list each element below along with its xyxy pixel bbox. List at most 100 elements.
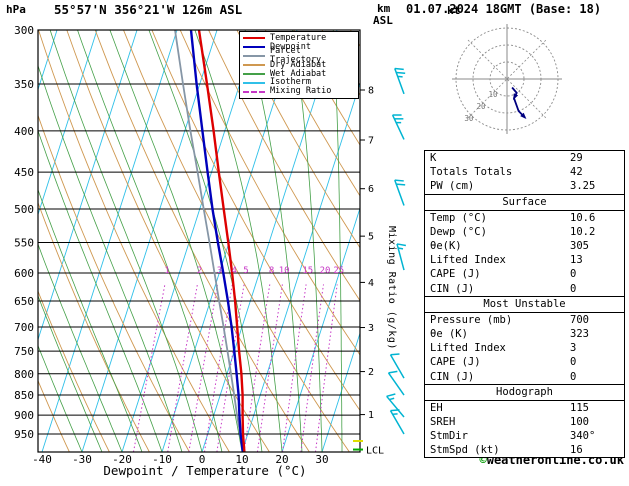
asl-axis-unit-label: ASL xyxy=(373,14,393,27)
legend-item: Wet Adiabat xyxy=(243,68,355,79)
legend-swatch-parcel-trajectory xyxy=(243,55,265,58)
wind-barb-staff xyxy=(389,354,405,379)
isotherm-line xyxy=(281,206,360,452)
pressure-unit-label: hPa xyxy=(6,3,26,16)
temp-tick-label: -10 xyxy=(152,453,172,466)
isotherm-line xyxy=(41,30,178,452)
stat-row: PW (cm) 3.25 xyxy=(425,179,624,193)
mixing-ratio-value-label: 15 xyxy=(302,266,313,276)
stat-label: StmSpd (kt) xyxy=(430,444,500,457)
mixing-ratio-value-label: 3 xyxy=(217,266,222,276)
temp-tick-label: 0 xyxy=(199,453,206,466)
legend: Temperature Dewpoint Parcel Trajectory Dry … xyxy=(239,31,359,100)
wind-barb xyxy=(389,409,405,435)
wind-barb-feather xyxy=(390,409,400,412)
wind-barb-feather xyxy=(386,393,396,398)
km-tick-label: 1 xyxy=(368,410,374,421)
mixing-ratio-value-label: 8 xyxy=(269,266,274,276)
wind-barb-half-feather xyxy=(389,397,395,401)
wind-barb xyxy=(394,67,406,95)
stat-row: CIN (J) 0 xyxy=(425,369,624,383)
legend-label: Wet Adiabat xyxy=(270,68,327,79)
stat-value: 100 xyxy=(570,415,589,428)
axis-labels: 3003504004505005506006507007508008509009… xyxy=(14,24,384,466)
legend-label: Temperature xyxy=(270,33,327,43)
hodograph-unit-label: kt xyxy=(447,4,461,17)
stat-value: 10.6 xyxy=(570,211,596,224)
stat-row: Temp (°C) 10.6 xyxy=(425,211,624,225)
stat-row: StmSpd (kt) 16 xyxy=(425,443,624,457)
legend-swatch-temperature xyxy=(243,37,265,40)
km-tick-label: 6 xyxy=(368,184,374,195)
wind-barb-half-feather xyxy=(397,247,404,250)
isotherm-line xyxy=(321,331,360,452)
stat-label: Lifted Index xyxy=(430,254,506,267)
stat-label: θe(K) xyxy=(430,240,462,253)
legend-label: Parcel Trajectory xyxy=(270,46,322,66)
hodograph-ring-label: 10 xyxy=(488,90,498,99)
legend-swatch-dry-adiabat xyxy=(243,64,265,67)
stat-row: CAPE (J) 0 xyxy=(425,267,624,281)
stat-value: 115 xyxy=(570,401,589,414)
km-tick-label: 8 xyxy=(368,85,374,96)
temp-tick-label: 30 xyxy=(315,453,328,466)
temp-tick-label: -30 xyxy=(72,453,92,466)
dry-adiabat-line xyxy=(38,379,70,452)
pressure-tick-label: 600 xyxy=(14,267,34,280)
stat-row: Totals Totals 42 xyxy=(425,165,624,179)
pressure-tick-label: 850 xyxy=(14,389,34,402)
stat-row: CAPE (J) 0 xyxy=(425,355,624,369)
copyright-symbol: © xyxy=(479,453,487,467)
stat-label: Pressure (mb) xyxy=(430,313,513,326)
hodograph-trace xyxy=(511,86,526,119)
stat-row: Lifted Index 13 xyxy=(425,253,624,267)
isotherms xyxy=(38,30,360,452)
pressure-tick-label: 700 xyxy=(14,321,34,334)
stat-label: Totals Totals xyxy=(430,166,513,179)
pressure-tick-label: 900 xyxy=(14,409,34,422)
pressure-tick-label: 800 xyxy=(14,368,34,381)
stat-row: CIN (J) 0 xyxy=(425,282,624,296)
km-tick-label: 3 xyxy=(368,323,374,334)
stat-value: 305 xyxy=(570,240,589,253)
stat-section-header: Surface xyxy=(425,193,624,211)
pressure-tick-label: 550 xyxy=(14,236,34,249)
km-axis-unit-label: km xyxy=(377,2,391,15)
stat-label: θe (K) xyxy=(430,327,468,340)
stat-value: 0 xyxy=(570,370,577,383)
hodograph-arrowhead xyxy=(520,112,527,119)
hodograph-ring xyxy=(472,44,542,114)
isotherm-line xyxy=(81,30,218,452)
hodograph-ring xyxy=(455,27,559,131)
stat-label: SREH xyxy=(430,415,456,428)
stat-label: Lifted Index xyxy=(430,342,506,355)
stat-label: CIN (J) xyxy=(430,282,475,295)
wind-barb xyxy=(387,370,405,396)
stat-row: θe(K) 305 xyxy=(425,239,624,253)
stat-value: 340° xyxy=(570,430,596,443)
km-tick-label: 7 xyxy=(368,136,374,147)
legend-item: Dewpoint xyxy=(243,42,355,52)
profile-layer xyxy=(174,30,246,452)
legend-item: Isotherm xyxy=(243,78,355,87)
isotherm-line xyxy=(38,30,138,341)
isotherm-line xyxy=(121,30,258,452)
wind-barb-feather xyxy=(396,243,407,247)
wind-barb-feather xyxy=(394,67,404,71)
stat-label: Temp (°C) xyxy=(430,211,487,224)
temp-tick-label: -20 xyxy=(112,453,132,466)
wind-barb-staff xyxy=(387,372,405,396)
pressure-tick-label: 500 xyxy=(14,203,34,216)
dry-adiabat-line xyxy=(236,30,360,249)
legend-swatch-isotherm xyxy=(243,81,265,84)
plot-border xyxy=(37,29,361,453)
stat-row: Pressure (mb) 700 xyxy=(425,313,624,327)
mixing-ratio-value-label: 20 xyxy=(320,266,331,276)
legend-label: Mixing Ratio xyxy=(270,86,332,97)
isotherm-line xyxy=(161,30,298,452)
stat-row: Lifted Index 3 xyxy=(425,341,624,355)
stat-row: θe (K) 323 xyxy=(425,327,624,341)
legend-item: Temperature xyxy=(243,34,355,43)
